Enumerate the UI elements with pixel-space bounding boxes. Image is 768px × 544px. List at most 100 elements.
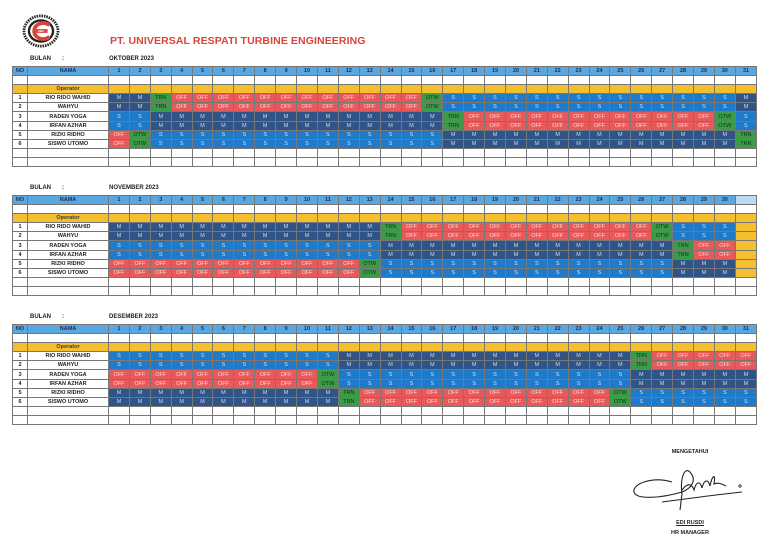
shift-cell: M xyxy=(567,351,590,362)
empty-cell xyxy=(316,414,339,426)
shift-cell: M xyxy=(463,240,486,251)
empty-cell xyxy=(379,75,402,86)
empty-cell xyxy=(463,285,486,297)
shift-cell: S xyxy=(191,129,214,140)
shift-cell: S xyxy=(609,93,632,104)
shift-cell: S xyxy=(630,387,653,398)
employee-name: RIO RIDO WAHID xyxy=(26,93,110,104)
empty-cell xyxy=(296,156,318,168)
shift-cell: OFF xyxy=(400,93,423,104)
shift-cell: S xyxy=(546,93,569,104)
group-cell xyxy=(233,342,256,353)
employee-name: RADEN YOGA xyxy=(26,240,110,251)
group-label: Operator xyxy=(26,342,110,353)
empty-cell xyxy=(108,285,130,297)
column-header-day: 15 xyxy=(400,323,423,335)
shift-cell: OFF xyxy=(400,222,423,233)
shift-cell: OFF xyxy=(296,267,318,278)
shift-cell: M xyxy=(316,231,339,242)
column-header-day: 6 xyxy=(212,194,235,206)
shift-cell: S xyxy=(400,267,423,278)
shift-cell: S xyxy=(358,240,381,251)
employee-name: SISWO UTOMO xyxy=(26,267,110,278)
empty-cell xyxy=(421,333,444,344)
shift-cell: OFF xyxy=(400,231,423,242)
shift-cell: OFF xyxy=(484,231,506,242)
shift-cell: OFF xyxy=(233,378,256,389)
employee-name: RADEN YOGA xyxy=(26,369,110,380)
shift-cell: OFF xyxy=(212,102,235,113)
empty-cell xyxy=(170,333,193,344)
column-header-nama: NAMA xyxy=(26,194,110,206)
empty-cell xyxy=(26,285,110,297)
empty-cell xyxy=(254,285,277,297)
group-cell xyxy=(525,342,548,353)
shift-cell: M xyxy=(233,120,256,131)
shift-cell: S xyxy=(484,378,506,389)
approver-role: HR MANAGER xyxy=(671,530,709,536)
group-cell xyxy=(149,213,172,224)
shift-cell: S xyxy=(484,258,506,269)
shift-cell: OFF xyxy=(108,138,130,149)
shift-cell: S xyxy=(254,351,277,362)
column-header-day: 27 xyxy=(651,194,674,206)
group-cell xyxy=(254,213,277,224)
shift-cell: M xyxy=(296,231,318,242)
shift-cell: M xyxy=(525,138,548,149)
shift-cell: OFF xyxy=(692,360,715,371)
column-header-day: 19 xyxy=(484,194,506,206)
group-cell xyxy=(12,213,28,224)
empty-cell xyxy=(12,414,28,426)
shift-cell: S xyxy=(275,249,298,260)
empty-cell xyxy=(108,405,130,416)
shift-cell: S xyxy=(525,378,548,389)
group-cell xyxy=(692,342,715,353)
shift-cell: M xyxy=(108,396,130,407)
column-header-day: 21 xyxy=(525,65,548,77)
column-header-day: 22 xyxy=(546,323,569,335)
shift-cell: M xyxy=(254,231,277,242)
column-header-day: 13 xyxy=(358,194,381,206)
shift-cell: M xyxy=(692,369,715,380)
column-header-day: 26 xyxy=(630,323,653,335)
empty-cell xyxy=(26,204,110,215)
shift-cell: OTW xyxy=(651,231,674,242)
group-cell xyxy=(504,84,527,95)
empty-cell xyxy=(296,414,318,426)
column-header-no: NO xyxy=(12,65,28,77)
group-cell xyxy=(609,84,632,95)
column-header-day: 25 xyxy=(609,323,632,335)
employee-no: 5 xyxy=(12,387,28,398)
empty-cell xyxy=(463,414,486,426)
shift-cell: M xyxy=(337,351,360,362)
group-cell xyxy=(296,84,318,95)
shift-cell: OFF xyxy=(588,120,611,131)
shift-cell: M xyxy=(734,378,758,389)
column-header-day: 14 xyxy=(379,323,402,335)
employee-no: 4 xyxy=(12,249,28,260)
column-header-day: 24 xyxy=(588,323,611,335)
column-header-day: 28 xyxy=(672,194,694,206)
shift-cell: OFF xyxy=(358,396,381,407)
empty-cell xyxy=(588,285,611,297)
empty-cell xyxy=(191,204,214,215)
group-cell xyxy=(254,342,277,353)
shift-cell: OFF xyxy=(713,360,736,371)
group-cell xyxy=(504,213,527,224)
shift-cell: OFF xyxy=(546,120,569,131)
shift-cell: TRN xyxy=(672,240,694,251)
shift-cell: OFF xyxy=(170,378,193,389)
shift-cell: M xyxy=(525,351,548,362)
shift-cell: S xyxy=(296,138,318,149)
column-header-day: 8 xyxy=(254,194,277,206)
shift-cell: OFF xyxy=(484,111,506,122)
empty-cell xyxy=(692,285,715,297)
shift-cell: M xyxy=(525,129,548,140)
employee-row: 1 RIO RIDO WAHID S S S S S S S S S S S M M M M M M M M M M M M M M… xyxy=(12,351,758,362)
shift-cell: S xyxy=(504,267,527,278)
column-header-day: 5 xyxy=(191,323,214,335)
shift-cell: M xyxy=(442,129,465,140)
shift-cell: OFF xyxy=(504,120,527,131)
empty-cell xyxy=(379,276,402,287)
group-cell xyxy=(233,84,256,95)
